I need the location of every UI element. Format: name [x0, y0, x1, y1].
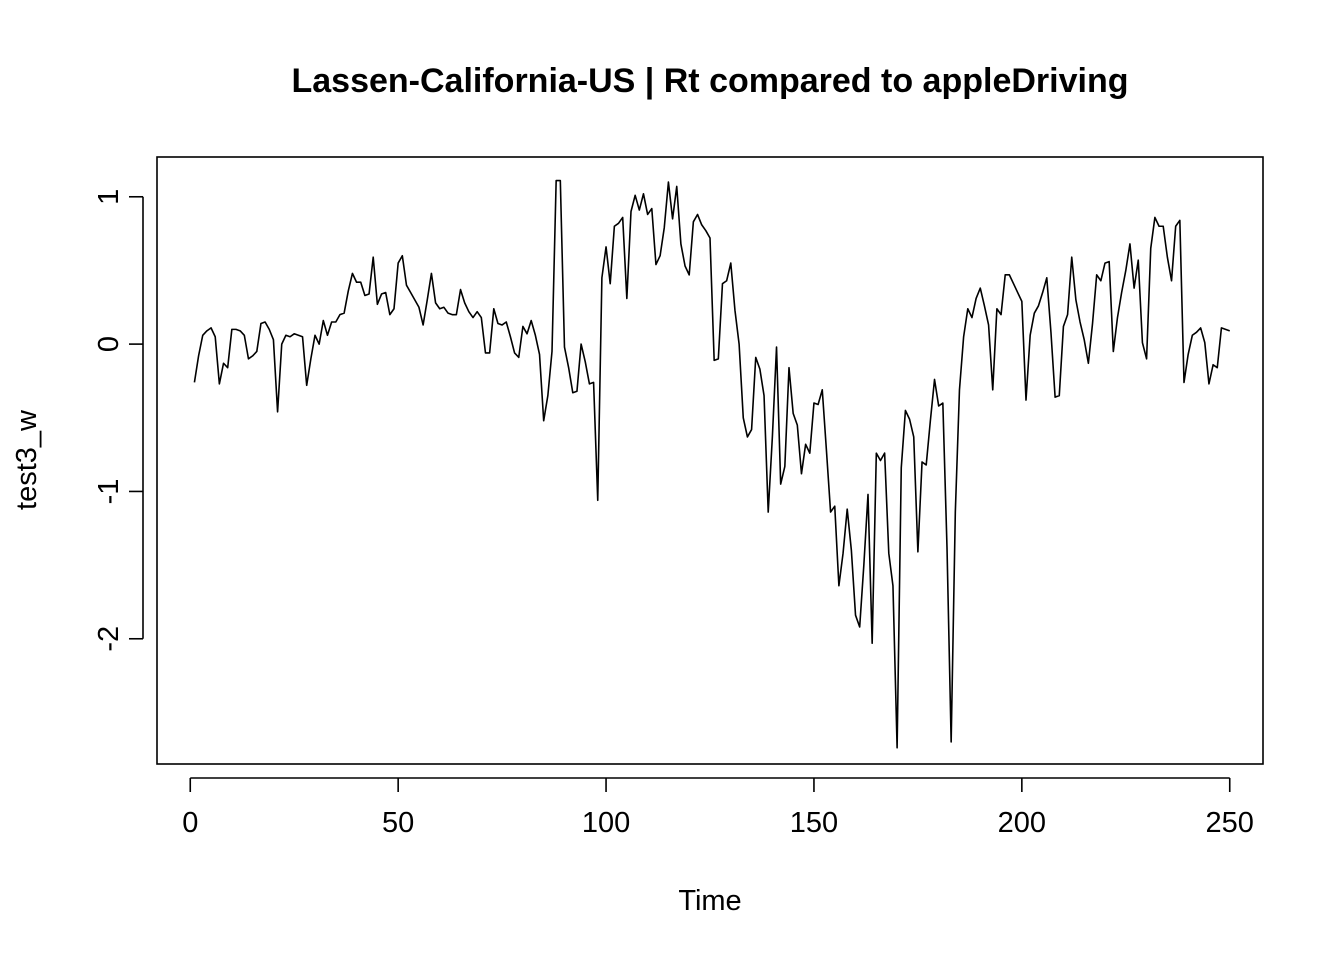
y-tick-label: 0	[93, 336, 125, 352]
x-tick-label: 150	[790, 807, 838, 839]
series-line-test3-w	[193, 179, 1231, 749]
x-tick-label: 100	[582, 807, 630, 839]
x-tick-label: 250	[1206, 807, 1254, 839]
y-axis: -2 -1 0 1	[93, 189, 144, 652]
x-tick-label: 0	[182, 807, 198, 839]
x-tick-label: 50	[382, 807, 414, 839]
y-axis-label: test3_w	[11, 409, 43, 510]
x-tick-label: 200	[998, 807, 1046, 839]
y-tick-label: -1	[93, 479, 125, 505]
x-axis-label: Time	[678, 885, 741, 917]
chart-title: Lassen-California-US | Rt compared to ap…	[292, 62, 1129, 100]
y-tick-label: -2	[93, 626, 125, 652]
y-tick-label: 1	[93, 189, 125, 205]
plot-frame	[156, 156, 1264, 765]
x-axis: 0 50 100 150 200 250	[182, 777, 1254, 839]
